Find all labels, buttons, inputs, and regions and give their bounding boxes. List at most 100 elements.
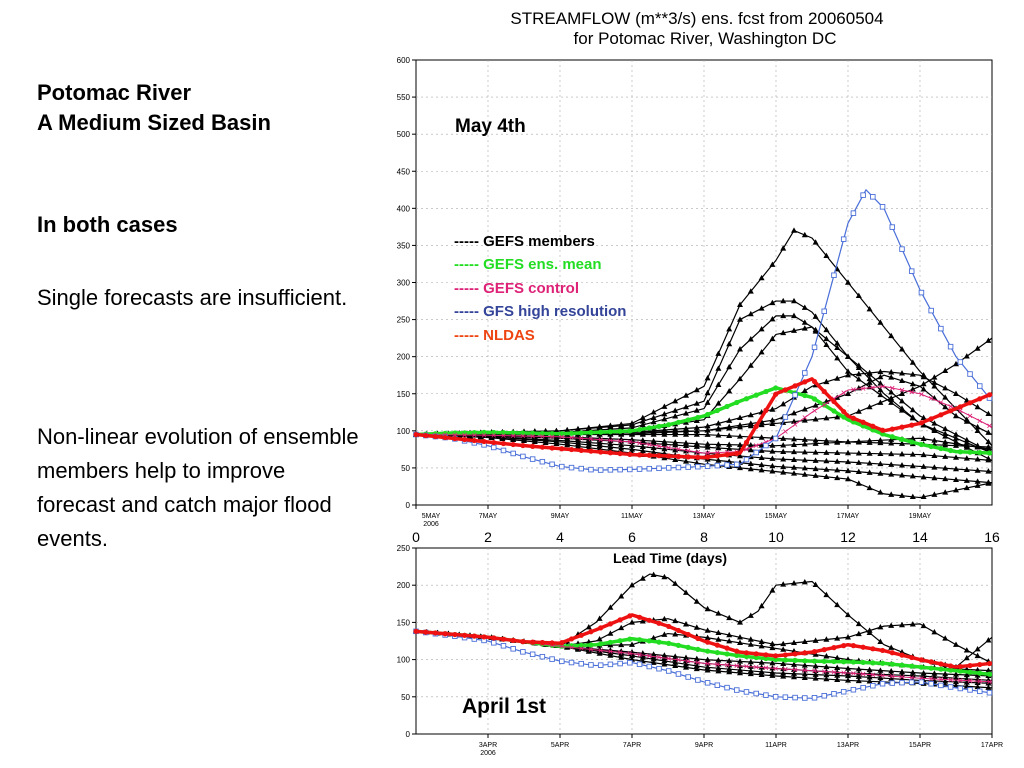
may-y-tick-label: 50 <box>401 464 410 473</box>
april-series-member-point <box>683 661 689 667</box>
april-series-control-point <box>967 678 973 684</box>
may-series-member-point <box>596 442 603 449</box>
may-series-control-point <box>880 384 885 389</box>
april-series-mean-point <box>977 670 983 676</box>
may-series-control-point <box>977 418 983 424</box>
april-series-member-point <box>726 637 733 644</box>
april-series-nldas-point <box>559 639 565 646</box>
may-series-member-point <box>801 457 808 463</box>
may-series-member-point <box>942 425 949 432</box>
april-series-member-point <box>877 638 884 644</box>
may-series-member-point <box>780 463 787 470</box>
may-series-member-point <box>769 406 776 412</box>
april-series-member-point <box>845 611 851 618</box>
april-series-mean-point <box>782 657 788 663</box>
may-series-gfs_hr-point <box>811 344 818 351</box>
legend: ----- GEFS members ----- GEFS ens. mean … <box>454 233 626 344</box>
may-series-control-point <box>958 408 963 414</box>
may-series-nldas-point <box>714 453 720 459</box>
april-series-member-point <box>758 668 765 675</box>
april-series-gfs_hr-point <box>597 662 604 668</box>
april-series-member-point <box>801 662 808 668</box>
april-series-control-point <box>880 673 885 678</box>
april-series-control-point <box>588 647 594 652</box>
may-series-member-point <box>812 472 819 478</box>
may-series-gfs_hr-point <box>500 447 507 454</box>
may-chart-panel: 0501001502002503003504004505005506005MAY… <box>397 56 1000 545</box>
may-series-member-point <box>683 425 689 431</box>
may-series-member-point <box>834 467 841 473</box>
april-series-nldas-point <box>413 628 419 634</box>
legend-nldas: ----- NLDAS <box>454 327 535 344</box>
may-series-member-point <box>715 426 722 432</box>
april-series-member-point <box>715 629 722 636</box>
april-series-nldas-point <box>481 634 487 640</box>
may-series-control-point <box>676 446 681 452</box>
lead-time-tick-label: 14 <box>912 529 928 545</box>
may-series-control-point <box>928 396 934 401</box>
april-series-member-point <box>942 635 949 641</box>
may-series-nldas-point <box>889 426 895 432</box>
april-series-member-point <box>985 684 992 690</box>
april-series-control-point <box>724 662 730 668</box>
april-series-control-point <box>695 660 701 665</box>
may-series-member-point <box>672 413 679 419</box>
may-series-control-point <box>462 432 467 438</box>
may-x-tick-label: 5MAY <box>422 513 441 520</box>
april-series-gfs_hr-point <box>967 687 973 693</box>
april-x-tick-label: 17APR <box>981 742 1003 749</box>
may-series-nldas-point <box>860 419 866 425</box>
april-series-gfs_hr-point <box>831 690 837 697</box>
may-series-gfs_hr-point <box>831 272 837 278</box>
lead-time-label: Lead Time (days) <box>613 550 727 566</box>
may-series-gfs_hr-point <box>889 224 896 230</box>
may-series-member-point <box>704 422 711 429</box>
lead-time-tick-label: 8 <box>700 529 708 545</box>
may-series-member-point <box>942 475 949 482</box>
april-series-member-point <box>812 662 819 669</box>
april-series-control-point <box>831 669 837 675</box>
april-series-member-point <box>629 641 635 647</box>
may-series-member-point <box>823 341 830 347</box>
lead-time-tick-label: 2 <box>484 529 492 545</box>
may-series-nldas-point <box>452 435 458 442</box>
may-y-tick-label: 250 <box>397 316 411 325</box>
april-series-nldas-point <box>695 635 701 642</box>
april-series-gfs_hr-point <box>675 671 682 677</box>
may-series-member-point <box>985 438 992 445</box>
may-series-member-point <box>823 326 830 333</box>
may-series-member-point <box>823 415 830 421</box>
may-series-member-point <box>855 480 862 486</box>
april-series-member-point <box>931 670 938 676</box>
april-series-member-point <box>650 571 657 577</box>
may-series-member-point <box>845 390 851 396</box>
april-series-gfs_hr-point <box>977 688 983 695</box>
may-series-control-point <box>646 442 652 447</box>
may-series-mean-point <box>636 426 643 433</box>
may-series-control-point <box>617 438 623 444</box>
april-series-member-point <box>747 636 754 642</box>
april-series-member-point <box>693 662 700 669</box>
april-series-control-point <box>627 651 633 656</box>
april-series-member-point <box>747 612 754 618</box>
april-series-member-point <box>618 641 625 648</box>
may-y-tick-label: 500 <box>397 130 411 139</box>
april-series-member-point <box>737 666 743 673</box>
april-series-gfs_hr-point <box>743 689 750 695</box>
april-series-member-point <box>791 661 797 667</box>
may-series-member-point <box>823 473 830 480</box>
april-series-member-point <box>639 654 646 660</box>
may-series-member-point <box>791 441 797 447</box>
may-series-mean-point <box>646 425 652 431</box>
may-series-member-point <box>672 431 679 437</box>
april-series-gfs_hr-point <box>850 686 857 693</box>
may-series-mean-point <box>734 399 740 406</box>
may-series-member-point <box>780 400 787 407</box>
may-series-nldas-point <box>471 437 477 444</box>
lead-time-tick-label: 12 <box>840 529 856 545</box>
april-series-member-point <box>780 646 787 652</box>
may-series-member-point <box>888 395 895 401</box>
may-series-member-point <box>758 434 765 440</box>
april-series-member-point <box>693 624 700 630</box>
